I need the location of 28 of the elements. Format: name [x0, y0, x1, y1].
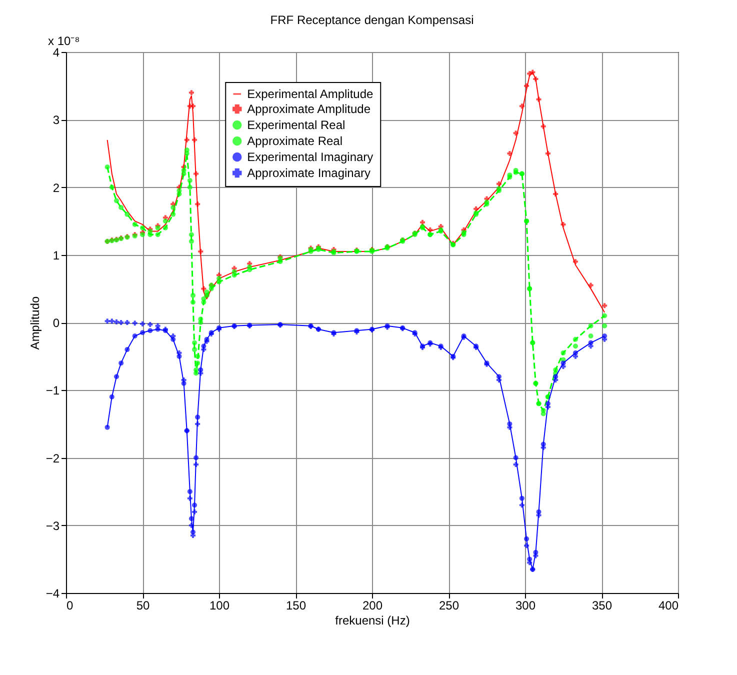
- text: x 10⁻⁸: [48, 34, 80, 48]
- legend-label: Experimental Real: [247, 118, 346, 132]
- legend-label: Approximate Amplitude: [247, 102, 371, 116]
- y-tick-label: −2: [46, 451, 60, 466]
- y-tick-label: 4: [52, 46, 60, 60]
- legend-label: Experimental Imaginary: [247, 150, 374, 164]
- x-tick-label: 100: [209, 598, 230, 612]
- x-tick-label: 300: [515, 598, 536, 612]
- legend-label: Approximate Real: [247, 134, 343, 148]
- y-tick-label: 1: [52, 248, 60, 262]
- legend-label: Experimental Amplitude: [247, 87, 374, 101]
- y-tick-label: 2: [52, 180, 60, 195]
- chart-title: FRF Receptance dengan Kompensasi: [270, 13, 474, 27]
- y-tick-label: −1: [46, 384, 60, 398]
- x-tick-label: 350: [592, 598, 612, 612]
- x-axis-title: frekuensi (Hz): [335, 614, 410, 628]
- y-axis-title: Amplitudo: [28, 296, 42, 350]
- y-tick-label: 0: [52, 316, 60, 330]
- x-tick-label: 250: [438, 598, 460, 612]
- x-tick-label: 50: [136, 598, 150, 612]
- y-tick-label: −3: [46, 518, 60, 533]
- legend-label: Approximate Imaginary: [247, 166, 371, 180]
- y-tick-label: 3: [52, 113, 60, 128]
- y-tick-label: −4: [46, 586, 60, 600]
- x-tick-label: 150: [286, 598, 306, 612]
- x-tick-label: 400: [658, 598, 679, 612]
- x-tick-label: 200: [362, 598, 383, 612]
- x-tick-label: 0: [66, 598, 74, 612]
